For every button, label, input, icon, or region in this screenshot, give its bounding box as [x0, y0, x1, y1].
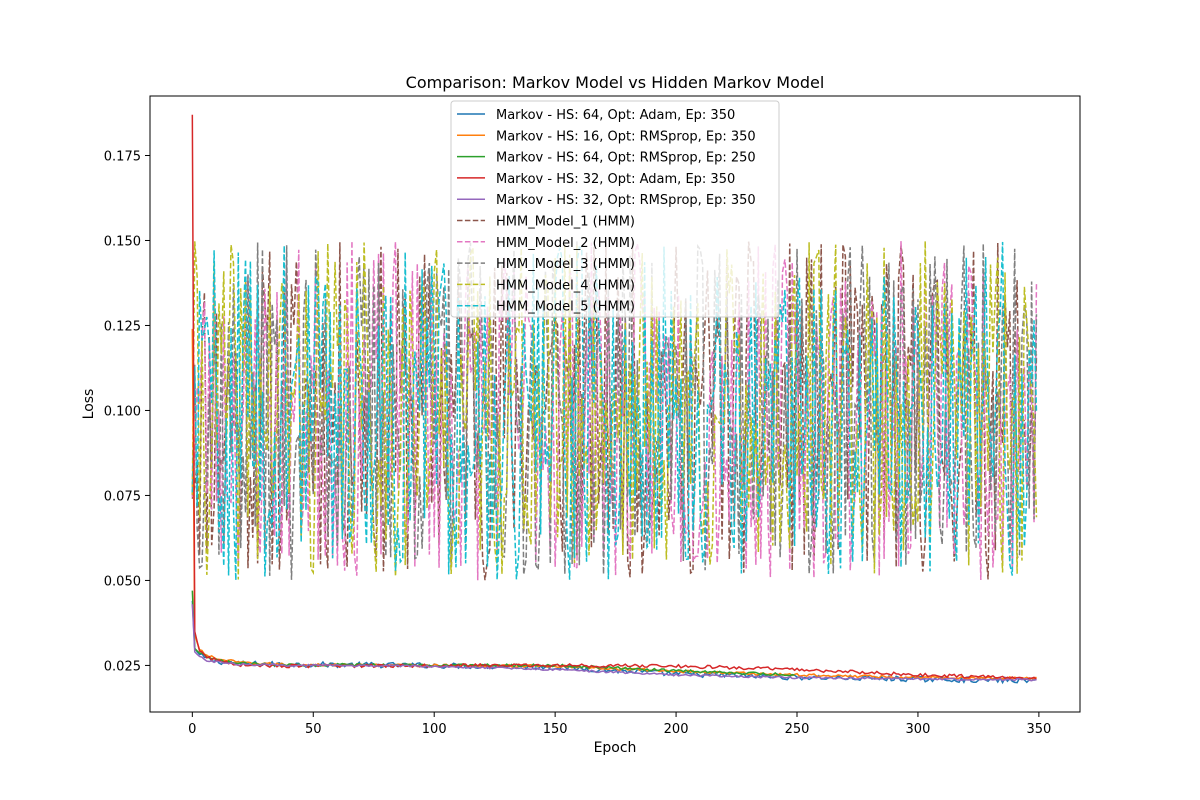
legend-entry-label: Markov - HS: 32, Opt: RMSprop, Ep: 350 [496, 193, 756, 208]
x-tick-label: 100 [422, 722, 447, 737]
y-tick-label: 0.025 [104, 659, 141, 674]
chart-title: Comparison: Markov Model vs Hidden Marko… [406, 73, 825, 92]
x-tick-label: 250 [785, 722, 810, 737]
y-tick-label: 0.175 [104, 149, 141, 164]
legend-entry-label: HMM_Model_4 (HMM) [496, 278, 635, 293]
legend: Markov - HS: 64, Opt: Adam, Ep: 350 Marko… [450, 100, 780, 318]
y-axis-label: Loss [81, 389, 97, 420]
markov-series-line-3 [191, 590, 795, 677]
y-tick-label: 0.050 [104, 574, 141, 589]
x-axis: 0 50 100 150 200 250 300 350 [188, 712, 1051, 737]
y-tick-label: 0.100 [104, 404, 141, 419]
hmm-series-layer [191, 240, 1038, 581]
x-axis-label: Epoch [594, 740, 637, 756]
legend-entry-label: Markov - HS: 32, Opt: Adam, Ep: 350 [496, 172, 735, 187]
legend-entry-label: HMM_Model_3 (HMM) [496, 257, 635, 272]
markov-series-line-5 [191, 604, 1037, 682]
plot-area-frame [149, 95, 1081, 713]
x-tick-label: 350 [1026, 722, 1051, 737]
x-tick-label: 300 [906, 722, 931, 737]
legend-entry-label: Markov - HS: 64, Opt: RMSprop, Ep: 250 [496, 151, 756, 166]
markov-series-layer [191, 114, 1037, 685]
legend-box [450, 100, 780, 318]
legend-entry-label: HMM_Model_5 (HMM) [496, 300, 635, 315]
x-tick-label: 200 [664, 722, 689, 737]
x-tick-label: 50 [305, 722, 322, 737]
legend-entry-label: Markov - HS: 16, Opt: RMSprop, Ep: 350 [496, 129, 756, 144]
y-tick-label: 0.125 [104, 319, 141, 334]
hmm-series-line-5 [191, 241, 1038, 581]
y-axis: 0.025 0.050 0.075 0.100 0.125 0.150 0.175 [104, 149, 150, 674]
markov-series-line-1 [191, 600, 1037, 685]
y-tick-label: 0.075 [104, 489, 141, 504]
legend-entry-label: Markov - HS: 64, Opt: Adam, Ep: 350 [496, 108, 735, 123]
legend-entry-label: HMM_Model_2 (HMM) [496, 236, 635, 251]
x-tick-label: 150 [543, 722, 568, 737]
y-tick-label: 0.150 [104, 234, 141, 249]
x-tick-label: 0 [188, 722, 196, 737]
legend-entry-label: HMM_Model_1 (HMM) [496, 215, 635, 230]
